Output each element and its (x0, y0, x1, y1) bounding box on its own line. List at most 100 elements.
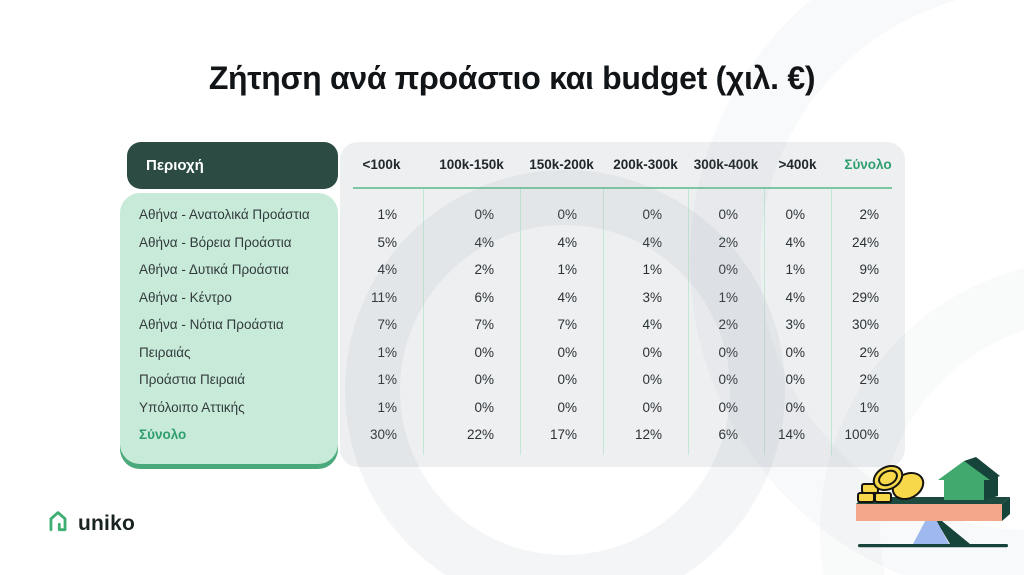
fulcrum-icon (913, 510, 949, 544)
page-title: Ζήτηση ανά προάστιο και budget (χιλ. €) (208, 60, 816, 96)
row-label: Προάστια Πειραιά (139, 372, 246, 388)
table-cell: 1% (718, 289, 738, 305)
table-cell: 4% (557, 234, 577, 250)
table-cell: 1% (785, 262, 805, 278)
table-cell: 14% (777, 427, 805, 443)
column-header: Σύνολο (844, 157, 892, 172)
table-cell: 2% (859, 372, 879, 388)
table-cell: 1% (642, 262, 662, 278)
table-cell: 3% (642, 289, 662, 305)
table-cell: 0% (718, 372, 738, 388)
table-cell: 1% (377, 372, 397, 388)
region-header-tab: Περιοχή (127, 142, 338, 189)
table-cell: 1% (557, 262, 577, 278)
row-label: Σύνολο (139, 427, 187, 443)
column-header: 150k-200k (529, 157, 594, 172)
ground-line (858, 544, 1008, 548)
table-cell: 4% (377, 262, 397, 278)
table-cell: 0% (474, 344, 494, 360)
column-separator (423, 189, 424, 455)
table-cell: 1% (377, 344, 397, 360)
table-cell: 0% (718, 344, 738, 360)
table-cell: 0% (718, 207, 738, 223)
row-label: Αθήνα - Κέντρο (139, 289, 232, 305)
table-cell: 1% (377, 399, 397, 415)
table-cell: 4% (785, 234, 805, 250)
table-cell: 0% (785, 372, 805, 388)
table-cell: 0% (718, 399, 738, 415)
table-cell: 22% (466, 427, 494, 443)
table-cell: 4% (642, 317, 662, 333)
table-cell: 9% (859, 262, 879, 278)
table-cell: 2% (474, 262, 494, 278)
table-cell: 0% (474, 399, 494, 415)
table-cell: 29% (851, 289, 879, 305)
table-cell: 2% (859, 344, 879, 360)
demand-table: <100k 100k-150k 150k-200k 200k-300k 300k-400… (120, 142, 906, 472)
table-cell: 11% (370, 289, 397, 305)
table-cell: 1% (377, 207, 397, 223)
row-label: Πειραιάς (139, 344, 191, 360)
table-cell: 0% (557, 399, 577, 415)
table-cell: 2% (718, 317, 738, 333)
coins-icon (857, 465, 925, 503)
table-body: 1% 0% 0% 0% 0% 0% 2% 5% 4% 4% 4% 2% 4% 24% 4% 2% 1% 1% 0% 1… (340, 201, 905, 449)
table-cell: 0% (474, 372, 494, 388)
column-separator (688, 189, 689, 455)
table-cell: 30% (851, 317, 879, 333)
table-cell: 4% (557, 289, 577, 305)
row-label: Αθήνα - Βόρεια Προάστια (139, 234, 292, 250)
plank-front (856, 504, 1002, 521)
column-separator (831, 189, 832, 455)
table-cell: 6% (718, 427, 738, 443)
column-header: 100k-150k (439, 157, 504, 172)
table-cell: 0% (557, 344, 577, 360)
table-values-panel: <100k 100k-150k 150k-200k 200k-300k 300k-400… (340, 142, 905, 467)
table-cell: 4% (642, 234, 662, 250)
table-cell: 1% (859, 399, 879, 415)
uniko-logo: uniko (45, 508, 135, 539)
table-cell: 30% (369, 427, 397, 443)
region-header-label: Περιοχή (146, 157, 204, 174)
balance-illustration (856, 457, 1010, 548)
table-cell: 0% (785, 344, 805, 360)
table-cell: 6% (474, 289, 494, 305)
table-cell: 0% (718, 262, 738, 278)
table-cell: 7% (557, 317, 577, 333)
row-label: Αθήνα - Ανατολικά Προάστια (139, 207, 310, 223)
table-cell: 0% (557, 207, 577, 223)
header-underline (353, 187, 892, 189)
table-cell: 0% (557, 372, 577, 388)
table-cell: 0% (642, 207, 662, 223)
table-cell: 0% (785, 207, 805, 223)
table-cell: 17% (549, 427, 577, 443)
table-cell: 12% (634, 427, 662, 443)
table-cell: 100% (844, 427, 879, 443)
table-cell: 0% (474, 207, 494, 223)
logo-text: uniko (78, 511, 135, 535)
table-cell: 5% (377, 234, 397, 250)
row-labels-panel: Αθήνα - Ανατολικά Προάστια Αθήνα - Βόρεια… (120, 193, 338, 464)
column-header-row: <100k 100k-150k 150k-200k 200k-300k 300k-400… (340, 142, 905, 187)
column-header: 200k-300k (613, 157, 678, 172)
table-cell: 4% (785, 289, 805, 305)
row-label: Υπόλοιπο Αττικής (139, 399, 245, 415)
column-header: <100k (362, 157, 401, 172)
table-cell: 0% (642, 344, 662, 360)
table-cell: 0% (642, 399, 662, 415)
column-separator (603, 189, 604, 455)
table-cell: 7% (377, 317, 397, 333)
table-cell: 7% (474, 317, 494, 333)
column-separator (520, 189, 521, 455)
plank-end (1002, 497, 1010, 521)
table-cell: 0% (642, 372, 662, 388)
table-cell: 2% (859, 207, 879, 223)
house-icon (938, 457, 1000, 500)
column-header: 300k-400k (693, 157, 759, 172)
column-header: >400k (778, 157, 817, 172)
table-cell: 3% (785, 317, 805, 333)
table-cell: 24% (851, 234, 879, 250)
row-label: Αθήνα - Νότια Προάστια (139, 317, 284, 333)
table-cell: 4% (474, 234, 494, 250)
